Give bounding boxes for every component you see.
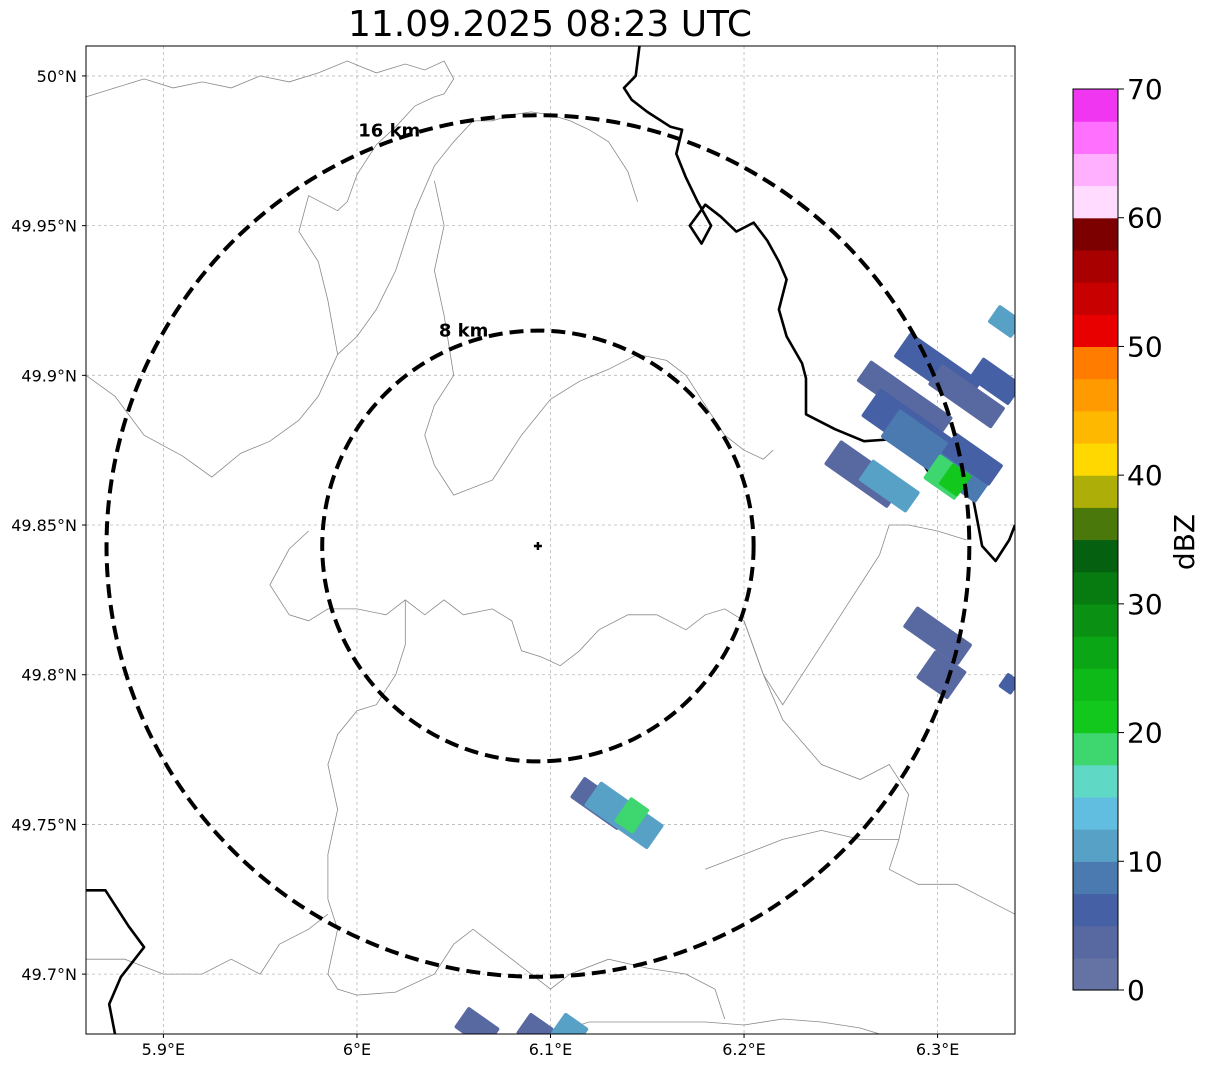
x-tick-label-3: 6.2°E bbox=[722, 1040, 766, 1059]
echo-cell-8 bbox=[858, 459, 920, 513]
echo-cell-20 bbox=[551, 1012, 589, 1034]
country-border-1 bbox=[86, 889, 146, 1034]
colorbar-segment-18 bbox=[1073, 378, 1118, 412]
echo-cell-19 bbox=[516, 1012, 554, 1034]
colorbar-segment-27 bbox=[1073, 89, 1118, 122]
map-title: 11.09.2025 08:23 UTC bbox=[347, 4, 753, 45]
y-tick-label-1: 49.95°N bbox=[11, 217, 77, 236]
y-tick-label-0: 50°N bbox=[37, 67, 77, 86]
colorbar-tick-label-1: 10 bbox=[1127, 845, 1163, 878]
colorbar-segment-7 bbox=[1073, 732, 1118, 766]
echo-cell-13 bbox=[916, 650, 967, 699]
colorbar-segment-22 bbox=[1073, 249, 1118, 283]
colorbar-segment-14 bbox=[1073, 507, 1118, 541]
admin-boundary-5 bbox=[327, 599, 726, 1020]
range-ring-16km bbox=[104, 113, 972, 979]
colorbar-segment-0 bbox=[1073, 957, 1118, 991]
colorbar-segment-4 bbox=[1073, 829, 1118, 862]
colorbar-segment-9 bbox=[1073, 668, 1118, 701]
colorbar-segment-19 bbox=[1073, 346, 1118, 380]
map-plot-area: 8 km 16 km bbox=[85, 45, 1016, 1035]
admin-boundary-10 bbox=[705, 829, 899, 870]
colorbar-segment-12 bbox=[1073, 571, 1118, 605]
colorbar-segment-16 bbox=[1073, 442, 1118, 476]
range-ring-label-8km: 8 km bbox=[439, 320, 489, 341]
admin-boundaries bbox=[86, 60, 1015, 1034]
colorbar-frame bbox=[1072, 88, 1119, 991]
colorbar-tick-label-3: 30 bbox=[1127, 588, 1163, 621]
range-ring-8km bbox=[320, 328, 756, 764]
colorbar-segment-8 bbox=[1073, 700, 1118, 734]
y-tick-label-5: 49.75°N bbox=[11, 815, 77, 834]
admin-boundary-0 bbox=[86, 60, 455, 98]
echo-cell-2 bbox=[928, 364, 1005, 429]
echo-cell-14 bbox=[998, 673, 1015, 695]
colorbar-segment-15 bbox=[1073, 475, 1118, 508]
range-rings: 8 km 16 km bbox=[104, 113, 972, 979]
colorbar-segment-13 bbox=[1073, 539, 1118, 573]
colorbar-tick-label-7: 70 bbox=[1127, 73, 1163, 106]
y-tick-label-3: 49.85°N bbox=[11, 516, 77, 535]
colorbar-segment-20 bbox=[1073, 314, 1118, 348]
admin-boundary-7 bbox=[550, 1018, 880, 1034]
admin-boundary-9 bbox=[743, 620, 1015, 915]
colorbar-tick-label-2: 20 bbox=[1127, 717, 1163, 750]
admin-boundary-6 bbox=[86, 913, 329, 975]
colorbar-tick-label-6: 60 bbox=[1127, 202, 1163, 235]
y-tick-label-4: 49.8°N bbox=[21, 666, 77, 685]
colorbar-segment-23 bbox=[1073, 217, 1118, 251]
colorbar-tick-label-0: 0 bbox=[1127, 974, 1145, 1007]
admin-boundary-8 bbox=[743, 524, 967, 706]
colorbar-segment-17 bbox=[1073, 410, 1118, 444]
echo-cell-3 bbox=[969, 357, 1015, 405]
y-tick-label-6: 49.7°N bbox=[21, 965, 77, 984]
echo-cell-17 bbox=[614, 797, 650, 834]
x-tick-label-2: 6.1°E bbox=[529, 1040, 573, 1059]
colorbar-segment-6 bbox=[1073, 764, 1118, 798]
x-tick-label-0: 5.9°E bbox=[142, 1040, 186, 1059]
admin-boundary-4 bbox=[269, 530, 745, 667]
x-tick-label-4: 6.3°E bbox=[916, 1040, 960, 1059]
admin-boundary-2 bbox=[337, 111, 638, 355]
colorbar-segment-2 bbox=[1073, 893, 1118, 927]
y-tick-label-2: 49.9°N bbox=[21, 366, 77, 385]
colorbar-label: dBZ bbox=[1168, 514, 1201, 570]
colorbar-segment-24 bbox=[1073, 185, 1118, 219]
colorbar-tick-label-4: 40 bbox=[1127, 459, 1163, 492]
range-ring-label-16km: 16 km bbox=[358, 121, 420, 142]
colorbar-segment-10 bbox=[1073, 636, 1118, 669]
colorbar-segment-21 bbox=[1073, 282, 1118, 315]
echo-cell-18 bbox=[454, 1007, 500, 1034]
colorbar-segment-11 bbox=[1073, 603, 1118, 637]
x-axis-ticks: 5.9°E 6°E 6.1°E 6.2°E 6.3°E bbox=[142, 1034, 960, 1059]
colorbar-segment-26 bbox=[1073, 121, 1118, 154]
colorbar-segment-5 bbox=[1073, 796, 1118, 830]
radar-site-cross bbox=[533, 541, 542, 550]
admin-boundary-1 bbox=[86, 96, 435, 478]
colorbar-segment-1 bbox=[1073, 925, 1118, 959]
colorbar-segment-3 bbox=[1073, 861, 1118, 895]
y-axis-ticks: 50°N 49.95°N 49.9°N 49.85°N 49.8°N 49.75°N 49.… bbox=[11, 67, 86, 984]
colorbar: 0 10 20 30 40 50 60 70 bbox=[1072, 73, 1163, 1007]
x-tick-label-1: 6°E bbox=[343, 1040, 371, 1059]
radar-center-marker bbox=[533, 541, 542, 550]
echo-cell-4 bbox=[988, 305, 1015, 338]
colorbar-segment-25 bbox=[1073, 153, 1118, 187]
echo-cell-0 bbox=[856, 360, 953, 438]
colorbar-tick-label-5: 50 bbox=[1127, 330, 1163, 363]
